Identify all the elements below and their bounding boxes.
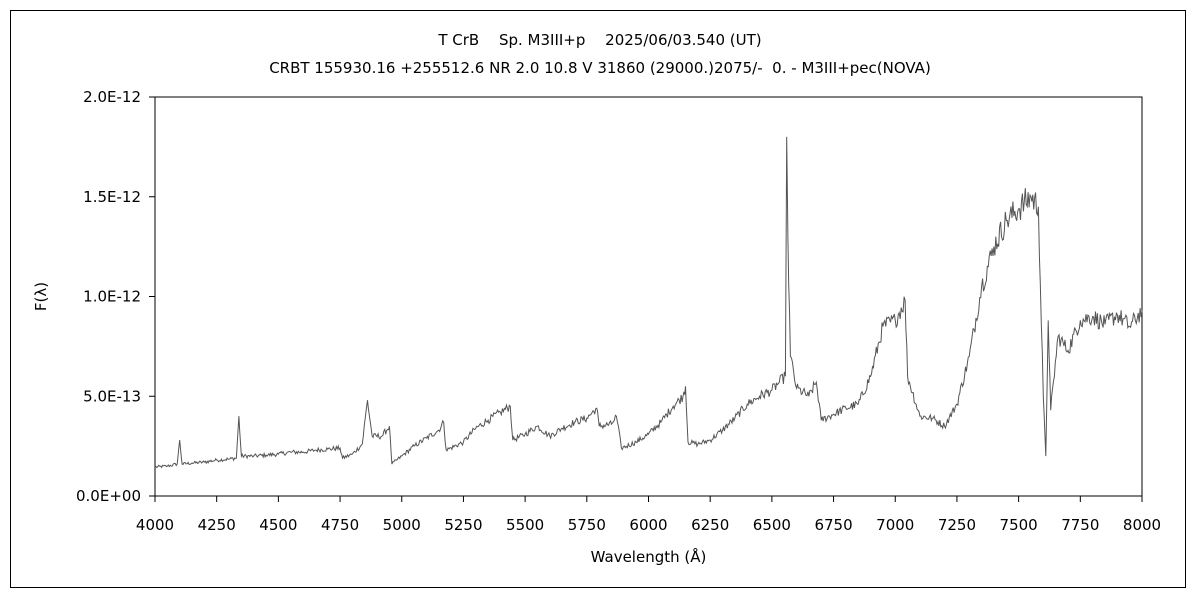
x-tick-label: 7000	[876, 516, 914, 534]
chart-title: T CrB Sp. M3III+p 2025/06/03.540 (UT)	[438, 31, 762, 49]
chart-subtitle: CRBT 155930.16 +255512.6 NR 2.0 10.8 V 3…	[269, 59, 931, 77]
x-tick-label: 5500	[506, 516, 544, 534]
x-tick-label: 6500	[753, 516, 791, 534]
plot-area	[154, 96, 1143, 497]
y-tick-label: 0.0E+00	[76, 487, 141, 505]
y-axis: 0.0E+00 5.0E-13 1.0E-12 1.5E-12 2.0E-12	[76, 88, 155, 505]
x-axis: 4000 4250 4500 4750 5000 5250 5500 5750 6000 6250…	[136, 496, 1161, 534]
chart-frame	[10, 10, 1186, 588]
x-tick-label: 7750	[1061, 516, 1099, 534]
y-tick-label: 2.0E-12	[83, 88, 141, 106]
y-tick-label: 5.0E-13	[83, 387, 141, 405]
y-tick-label: 1.0E-12	[83, 288, 141, 306]
y-tick-label: 1.5E-12	[83, 188, 141, 206]
x-tick-label: 6000	[629, 516, 667, 534]
x-tick-label: 6250	[691, 516, 729, 534]
x-axis-label: Wavelength (Å)	[591, 547, 707, 566]
x-tick-label: 7500	[1000, 516, 1038, 534]
x-tick-label: 8000	[1123, 516, 1161, 534]
x-tick-label: 4000	[136, 516, 174, 534]
x-tick-label: 4750	[321, 516, 359, 534]
x-tick-label: 4250	[198, 516, 236, 534]
x-tick-label: 4500	[259, 516, 297, 534]
x-tick-label: 5750	[568, 516, 606, 534]
x-tick-label: 5250	[444, 516, 482, 534]
x-tick-label: 7250	[938, 516, 976, 534]
y-axis-label: F(λ)	[32, 282, 50, 311]
spectrum-line	[154, 136, 1143, 469]
x-tick-label: 5000	[383, 516, 421, 534]
x-tick-label: 6750	[814, 516, 852, 534]
